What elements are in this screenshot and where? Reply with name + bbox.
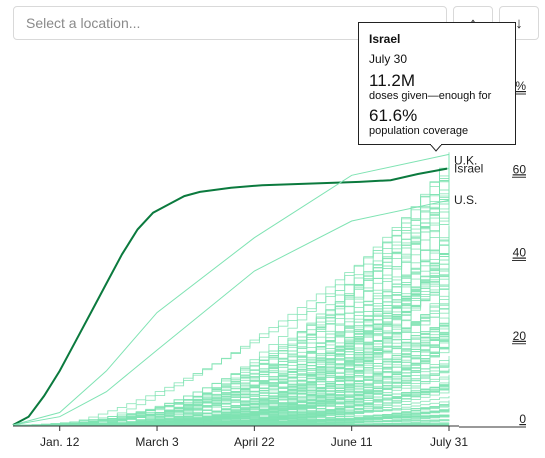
tooltip-doses: 11.2M <box>369 71 415 90</box>
country-line <box>13 247 450 426</box>
tooltip-doses-caption: doses given—enough for <box>369 90 492 102</box>
tooltip-coverage: 61.6% <box>369 106 418 125</box>
tooltip-country: Israel <box>369 32 401 46</box>
y-tick-label: 0 <box>519 412 526 426</box>
tooltip: Israel July 30 11.2M doses given—enough … <box>358 22 516 145</box>
country-label: Israel <box>454 162 483 176</box>
x-tick-label: March 3 <box>135 435 179 449</box>
tooltip-date: July 30 <box>369 52 408 66</box>
country-line <box>13 374 450 426</box>
country-line <box>13 246 450 426</box>
country-labels: U.K.Israel U.S. <box>454 154 483 208</box>
series-line-uk <box>12 153 450 426</box>
other-country-lines <box>13 152 450 426</box>
country-line <box>13 236 450 426</box>
country-line <box>13 255 450 426</box>
series-line-israel <box>12 167 448 426</box>
country-label: U.K. <box>454 154 477 168</box>
y-tick-label: 20 <box>513 329 527 343</box>
x-tick-label: July 31 <box>430 435 468 449</box>
y-tick-label: 40 <box>513 246 527 260</box>
tooltip-coverage-caption: population coverage <box>369 125 469 137</box>
labeled-series-lines <box>12 153 450 426</box>
country-label: U.S. <box>454 193 477 207</box>
y-tick-label: 60 <box>513 162 527 176</box>
x-tick-label: Jan. 12 <box>40 435 80 449</box>
tooltip-pointer <box>430 144 442 152</box>
x-tick-label: June 11 <box>331 435 373 449</box>
arrow-down-icon: ↓ <box>515 14 523 32</box>
x-tick-label: April 22 <box>234 435 275 449</box>
series-line-us <box>12 199 450 426</box>
x-axis: Jan. 12 March 3 April 22 June 11 July 31 <box>13 425 468 449</box>
